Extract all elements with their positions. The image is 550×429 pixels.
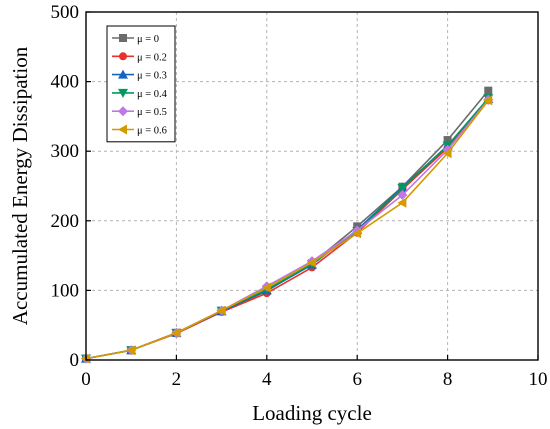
data-point bbox=[171, 327, 181, 338]
legend: μ = 0 μ = 0.2 μ = 0.3 μ = 0.4 μ = 0.5 μ = 0.6 bbox=[106, 25, 176, 143]
data-point bbox=[397, 197, 407, 208]
legend-marker bbox=[118, 106, 128, 117]
legend-label: μ = 0.2 bbox=[137, 52, 167, 63]
x-tick-label: 4 bbox=[262, 369, 272, 390]
data-point bbox=[216, 305, 226, 316]
data-point bbox=[126, 345, 136, 356]
legend-label: μ = 0.5 bbox=[137, 107, 167, 118]
x-tick-label: 10 bbox=[529, 369, 548, 390]
legend-marker bbox=[119, 34, 127, 42]
x-tick-label: 2 bbox=[172, 369, 182, 390]
data-point bbox=[442, 148, 452, 159]
series-group bbox=[81, 95, 493, 364]
data-point bbox=[443, 136, 452, 145]
x-axis-title: Loading cycle bbox=[252, 401, 372, 425]
legend-label: μ = 0.6 bbox=[137, 126, 167, 137]
y-tick-label: 300 bbox=[51, 141, 80, 162]
y-tick-label: 200 bbox=[51, 211, 80, 232]
x-tick-label: 0 bbox=[81, 369, 91, 390]
data-point bbox=[261, 282, 271, 293]
legend-label: μ = 0.3 bbox=[137, 71, 167, 82]
y-axis-title: Accumulated Energy Dissipation bbox=[8, 46, 32, 325]
legend-marker bbox=[119, 52, 127, 61]
series-layer bbox=[81, 86, 494, 364]
grid bbox=[86, 12, 538, 360]
data-point bbox=[397, 184, 408, 194]
data-point bbox=[307, 257, 316, 268]
legend-label: μ = 0.4 bbox=[137, 89, 168, 100]
legend-marker bbox=[118, 124, 127, 135]
y-tick-label: 100 bbox=[51, 280, 80, 301]
legend-label: μ = 0 bbox=[137, 34, 159, 45]
data-point bbox=[397, 190, 408, 201]
legend-marker bbox=[118, 69, 128, 79]
y-tick-label: 0 bbox=[70, 350, 80, 371]
x-tick-label: 6 bbox=[352, 369, 362, 390]
data-point bbox=[483, 95, 493, 106]
x-tick-label: 8 bbox=[443, 369, 453, 390]
legend-marker bbox=[118, 88, 128, 98]
data-point bbox=[352, 228, 362, 239]
y-tick-label: 400 bbox=[51, 72, 80, 93]
y-tick-label: 500 bbox=[51, 2, 80, 23]
series-line bbox=[85, 99, 489, 360]
data-point bbox=[484, 86, 493, 95]
legend-box bbox=[106, 25, 176, 143]
plot-frame bbox=[85, 11, 539, 361]
